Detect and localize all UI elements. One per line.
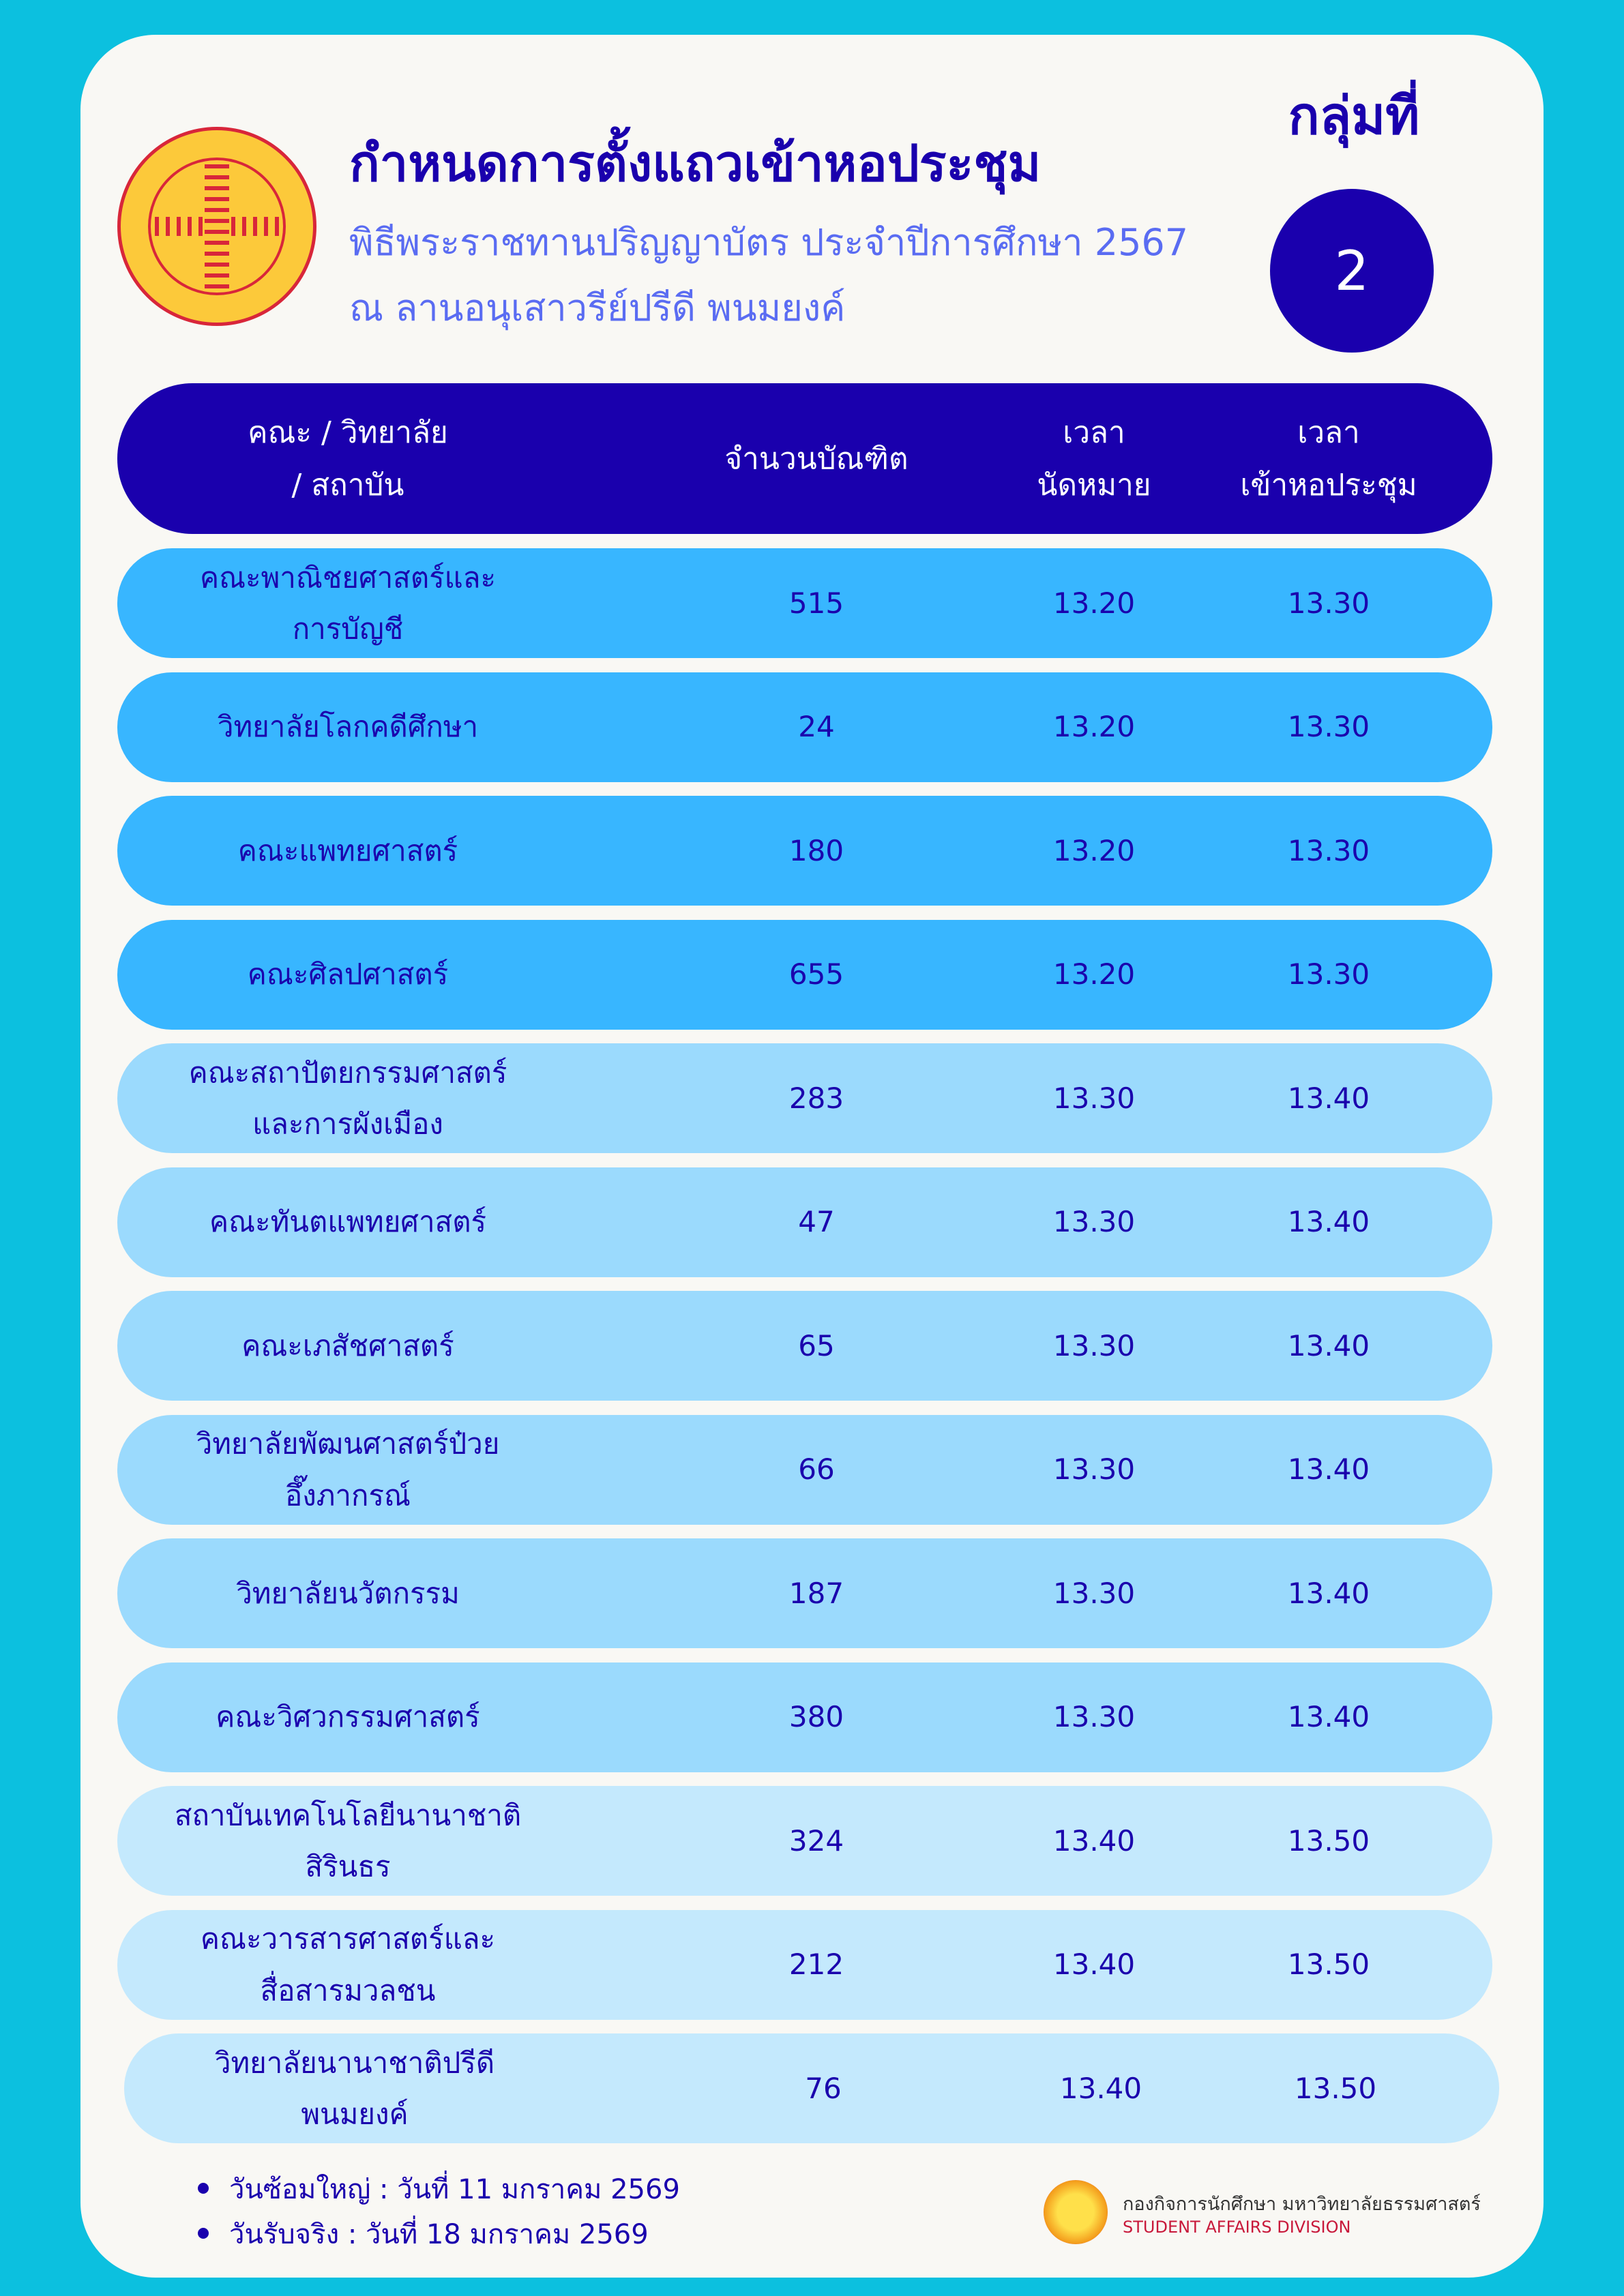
graduate-count: 212 bbox=[788, 1948, 844, 1982]
faculty-name: สถาบันเทคโนโลยีนานาชาติ สิรินธร bbox=[174, 1798, 522, 1883]
enter-time: 13.30 bbox=[1287, 586, 1370, 620]
faculty-name: คณะทันตแพทยศาสตร์ bbox=[209, 1205, 487, 1239]
col-appoint-time: เวลา bbox=[1063, 415, 1125, 450]
group-label: กลุ่มที่ bbox=[1288, 85, 1420, 146]
graduate-count: 24 bbox=[798, 710, 835, 744]
table-row: วิทยาลัยนานาชาติปรีดี พนมยงค์ 76 13.40 13.50 bbox=[124, 2033, 1499, 2143]
col-enter-time: เวลา bbox=[1297, 415, 1360, 450]
org-name-en: STUDENT AFFAIRS DIVISION bbox=[1123, 2218, 1351, 2237]
graduate-count: 324 bbox=[788, 1823, 844, 1858]
enter-time: 13.30 bbox=[1287, 957, 1370, 992]
appoint-time: 13.30 bbox=[1052, 1328, 1136, 1362]
graduate-count: 65 bbox=[798, 1328, 835, 1362]
col-graduates: จำนวนบัณฑิต bbox=[724, 441, 909, 476]
student-affairs-logo bbox=[1044, 2180, 1108, 2244]
table-row: วิทยาลัยพัฒนศาสตร์ป๋วย อึ๊งภากรณ์ 66 13.30 1… bbox=[117, 1414, 1492, 1525]
rehearsal-date: วันซ้อมใหญ่ : วันที่ 11 มกราคม 2569 bbox=[198, 2167, 680, 2211]
enter-time: 13.40 bbox=[1287, 1205, 1370, 1239]
enter-time: 13.40 bbox=[1287, 1328, 1370, 1362]
org-name-th: กองกิจการนักศึกษา มหาวิทยาลัยธรรมศาสตร์ bbox=[1123, 2194, 1481, 2215]
table-header: คณะ / วิทยาลัย / สถาบัน จำนวนบัณฑิต เวลาน… bbox=[117, 383, 1492, 534]
appoint-time: 13.30 bbox=[1052, 1576, 1136, 1610]
table-row: วิทยาลัยนวัตกรรม 187 13.30 13.40 bbox=[117, 1538, 1492, 1648]
enter-time: 13.40 bbox=[1287, 1452, 1370, 1487]
faculty-name: คณะเภสัชศาสตร์ bbox=[241, 1328, 454, 1362]
appoint-time: 13.20 bbox=[1052, 586, 1136, 620]
enter-time: 13.30 bbox=[1287, 710, 1370, 744]
table-row: วิทยาลัยโลกคดีศึกษา 24 13.20 13.30 bbox=[117, 672, 1492, 782]
enter-time: 13.50 bbox=[1287, 1823, 1370, 1858]
table-row: สถาบันเทคโนโลยีนานาชาติ สิรินธร 324 13.40 13… bbox=[117, 1786, 1492, 1896]
graduate-count: 47 bbox=[798, 1205, 835, 1239]
enter-time: 13.40 bbox=[1287, 1576, 1370, 1610]
page-title: กำหนดการตั้งแถวเข้าหอประชุม bbox=[349, 134, 1042, 193]
faculty-name: คณะศิลปศาสตร์ bbox=[247, 957, 449, 992]
faculty-name: คณะพาณิชยศาสตร์และ การบัญชี bbox=[199, 560, 497, 646]
table-row: คณะศิลปศาสตร์ 655 13.20 13.30 bbox=[117, 919, 1492, 1030]
graduate-count: 655 bbox=[788, 957, 844, 992]
graduate-count: 76 bbox=[805, 2071, 842, 2105]
appoint-time: 13.20 bbox=[1052, 957, 1136, 992]
faculty-name: คณะแพทยศาสตร์ bbox=[237, 833, 458, 867]
faculty-name: วิทยาลัยนานาชาติปรีดี พนมยงค์ bbox=[214, 2045, 495, 2131]
appoint-time: 13.30 bbox=[1052, 1452, 1136, 1487]
faculty-name: คณะสถาปัตยกรรมศาสตร์ และการผังเมือง bbox=[188, 1055, 507, 1141]
enter-time: 13.40 bbox=[1287, 1700, 1370, 1734]
group-number-badge: 2 bbox=[1270, 189, 1434, 353]
table-row: คณะทันตแพทยศาสตร์ 47 13.30 13.40 bbox=[117, 1167, 1492, 1277]
table-row: คณะแพทยศาสตร์ 180 13.20 13.30 bbox=[117, 796, 1492, 906]
table-row: คณะพาณิชยศาสตร์และ การบัญชี 515 13.20 13.30 bbox=[117, 548, 1492, 658]
appoint-time: 13.40 bbox=[1059, 2071, 1142, 2105]
location: ณ ลานอนุเสาวรีย์ปรีดี พนมยงค์ bbox=[349, 286, 846, 329]
table-row: คณะวารสารศาสตร์และ สื่อสารมวลชน 212 13.40 13… bbox=[117, 1909, 1492, 2020]
enter-time: 13.50 bbox=[1287, 1948, 1370, 1982]
graduate-count: 187 bbox=[788, 1576, 844, 1610]
faculty-name: วิทยาลัยพัฒนศาสตร์ป๋วย อึ๊งภากรณ์ bbox=[196, 1427, 500, 1512]
faculty-name: วิทยาลัยนวัตกรรม bbox=[236, 1576, 460, 1610]
table-row: คณะวิศวกรรมศาสตร์ 380 13.30 13.40 bbox=[117, 1662, 1492, 1772]
enter-time: 13.30 bbox=[1287, 833, 1370, 867]
enter-time: 13.50 bbox=[1294, 2071, 1377, 2105]
graduate-count: 283 bbox=[788, 1081, 844, 1115]
faculty-name: คณะวิศวกรรมศาสตร์ bbox=[216, 1700, 480, 1734]
graduate-count: 66 bbox=[798, 1452, 835, 1487]
appoint-time: 13.20 bbox=[1052, 710, 1136, 744]
appoint-time: 13.40 bbox=[1052, 1948, 1136, 1982]
enter-time: 13.40 bbox=[1287, 1081, 1370, 1115]
col-faculty: คณะ / วิทยาลัย bbox=[248, 415, 448, 450]
graduate-count: 380 bbox=[788, 1700, 844, 1734]
graduate-count: 180 bbox=[788, 833, 844, 867]
graduate-count: 515 bbox=[788, 586, 844, 620]
subtitle: พิธีพระราชทานปริญญาบัตร ประจำปีการศึกษา … bbox=[349, 221, 1189, 264]
appoint-time: 13.30 bbox=[1052, 1081, 1136, 1115]
table-row: คณะสถาปัตยกรรมศาสตร์ และการผังเมือง 283 13.… bbox=[117, 1043, 1492, 1153]
table-row: คณะเภสัชศาสตร์ 65 13.30 13.40 bbox=[117, 1291, 1492, 1401]
appoint-time: 13.20 bbox=[1052, 833, 1136, 867]
appoint-time: 13.30 bbox=[1052, 1700, 1136, 1734]
faculty-name: วิทยาลัยโลกคดีศึกษา bbox=[217, 710, 479, 744]
ceremony-date: วันรับจริง : วันที่ 18 มกราคม 2569 bbox=[198, 2212, 649, 2256]
appoint-time: 13.30 bbox=[1052, 1205, 1136, 1239]
appoint-time: 13.40 bbox=[1052, 1823, 1136, 1858]
thammasat-university-logo bbox=[117, 127, 316, 326]
faculty-name: คณะวารสารศาสตร์และ สื่อสารมวลชน bbox=[200, 1922, 496, 2007]
